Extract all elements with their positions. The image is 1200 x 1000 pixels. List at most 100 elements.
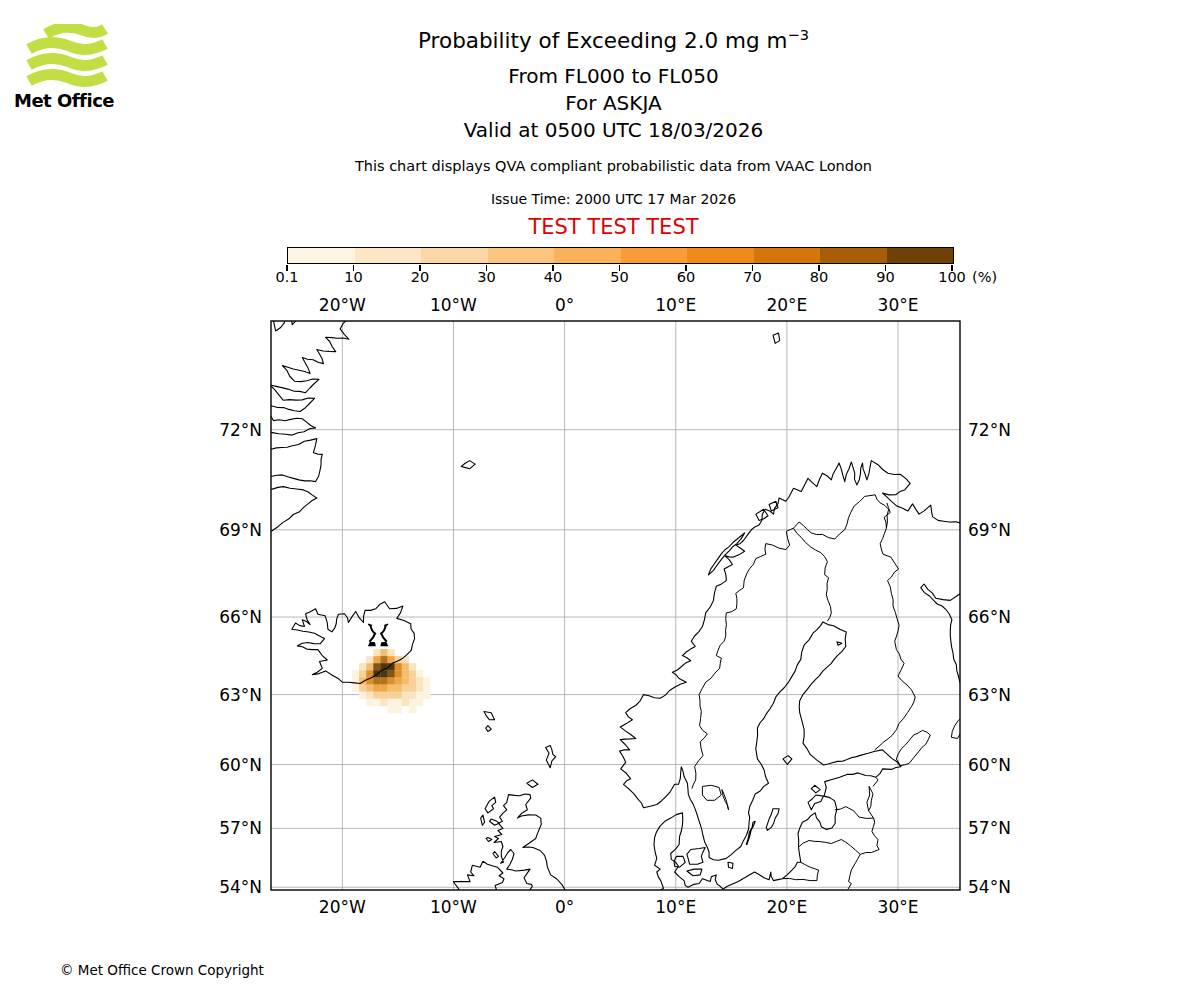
subtitle-volcano: For ASKJA [0, 91, 1200, 115]
ash-cell [373, 663, 380, 670]
ash-cell [402, 685, 409, 692]
ash-cell [409, 685, 416, 692]
border-lithuania-belarus [848, 854, 860, 889]
colorbar-label: 10 [344, 269, 362, 285]
ash-cell [402, 663, 409, 670]
lon-label-bottom: 10°E [655, 897, 696, 917]
colorbar-label: 90 [876, 269, 894, 285]
ash-cell [395, 685, 402, 692]
lon-label-top: 20°W [319, 295, 366, 315]
lat-label-right: 69°N [968, 520, 1011, 540]
lake-ladoga [896, 730, 930, 765]
border-latvia-belarus [860, 850, 879, 855]
colorbar-segment [288, 248, 355, 263]
ash-cell [380, 656, 387, 663]
coastline-lewis [485, 797, 496, 813]
ash-cell [373, 692, 380, 699]
ash-cell [402, 677, 409, 684]
colorbar-label: 60 [677, 269, 695, 285]
coastline-skye [490, 819, 499, 825]
ash-cell [416, 692, 423, 699]
copyright-note: © Met Office Crown Copyright [60, 962, 264, 978]
ash-cell [402, 670, 409, 677]
ash-cell [366, 656, 373, 663]
ash-cell [359, 685, 366, 692]
ash-cell [373, 656, 380, 663]
ash-cell [388, 699, 395, 706]
colorbar-label: 100 [938, 269, 966, 285]
ash-cell [416, 677, 423, 684]
ash-cell [388, 706, 395, 713]
coastline-orkney [527, 780, 538, 788]
test-banner: TEST TEST TEST [0, 215, 1200, 239]
coastline-scandinavia-mainland [620, 461, 963, 891]
volcano-icon [368, 624, 389, 646]
ash-cell [395, 699, 402, 706]
ash-cell [395, 670, 402, 677]
ash-cell [359, 692, 366, 699]
ash-cell [423, 685, 430, 692]
lon-label-top: 30°E [878, 295, 919, 315]
border-sweden-finland [794, 528, 832, 621]
border-estonia-russia [873, 777, 878, 786]
ash-cell [359, 663, 366, 670]
ash-cell [423, 692, 430, 699]
ash-cell [366, 699, 373, 706]
coastline-lofoten [709, 533, 745, 575]
lake-vanern [702, 785, 721, 800]
lon-label-top: 0° [555, 295, 574, 315]
border-lithuania-kaliningrad [801, 862, 819, 880]
colorbar-label: 20 [411, 269, 429, 285]
border-estonia-russia-south [869, 811, 874, 818]
border-norway-finland [794, 495, 889, 539]
ash-cell [416, 670, 423, 677]
coastline-bear-island-2 [773, 333, 780, 343]
lake-vattern [722, 790, 729, 810]
ash-cell [388, 685, 395, 692]
lon-label-top: 20°E [766, 295, 807, 315]
colorbar-segment [421, 248, 488, 263]
colorbar-segment [887, 248, 954, 263]
colorbar-segment [820, 248, 887, 263]
ash-cell [423, 677, 430, 684]
ash-cell [388, 670, 395, 677]
ash-cell [380, 649, 387, 656]
colorbar-segment [687, 248, 754, 263]
coastline-hiiumaa [811, 785, 820, 793]
subtitle-valid-time: Valid at 0500 UTC 18/03/2026 [0, 118, 1200, 142]
lat-label-left: 57°N [180, 818, 262, 838]
lon-label-bottom: 20°W [319, 897, 366, 917]
ash-cell [409, 677, 416, 684]
ash-cell [416, 699, 423, 706]
ash-cell [409, 670, 416, 677]
ash-cell [359, 670, 366, 677]
lat-label-left: 72°N [180, 420, 262, 440]
lat-label-right: 66°N [968, 607, 1011, 627]
lat-label-left: 69°N [180, 520, 262, 540]
coastline-hailuoto [837, 642, 842, 646]
coastline-islay [493, 852, 499, 859]
ash-cell [395, 706, 402, 713]
colorbar-label: 80 [810, 269, 828, 285]
ash-cell [395, 677, 402, 684]
coastline-great-britain [494, 794, 566, 891]
coastline-lolland [687, 869, 702, 876]
lat-label-left: 66°N [180, 607, 262, 627]
coastline-bornholm [728, 862, 733, 868]
lat-label-right: 63°N [968, 685, 1011, 705]
border-kaliningrad-poland [783, 878, 817, 880]
lat-label-right: 54°N [968, 877, 1011, 897]
ash-cell [352, 670, 359, 677]
ash-cell [409, 692, 416, 699]
ash-cell [402, 692, 409, 699]
colorbar-segment [488, 248, 555, 263]
colorbar [287, 247, 954, 264]
lon-label-bottom: 30°E [878, 897, 919, 917]
ash-cell [352, 685, 359, 692]
coastline-faroe-islands [484, 712, 495, 720]
lat-label-right: 57°N [968, 818, 1011, 838]
map-layers [261, 312, 962, 891]
page-title: Probability of Exceeding 2.0 mg m−3 [0, 26, 1200, 53]
lat-label-left: 54°N [180, 877, 262, 897]
ash-cell [380, 670, 387, 677]
